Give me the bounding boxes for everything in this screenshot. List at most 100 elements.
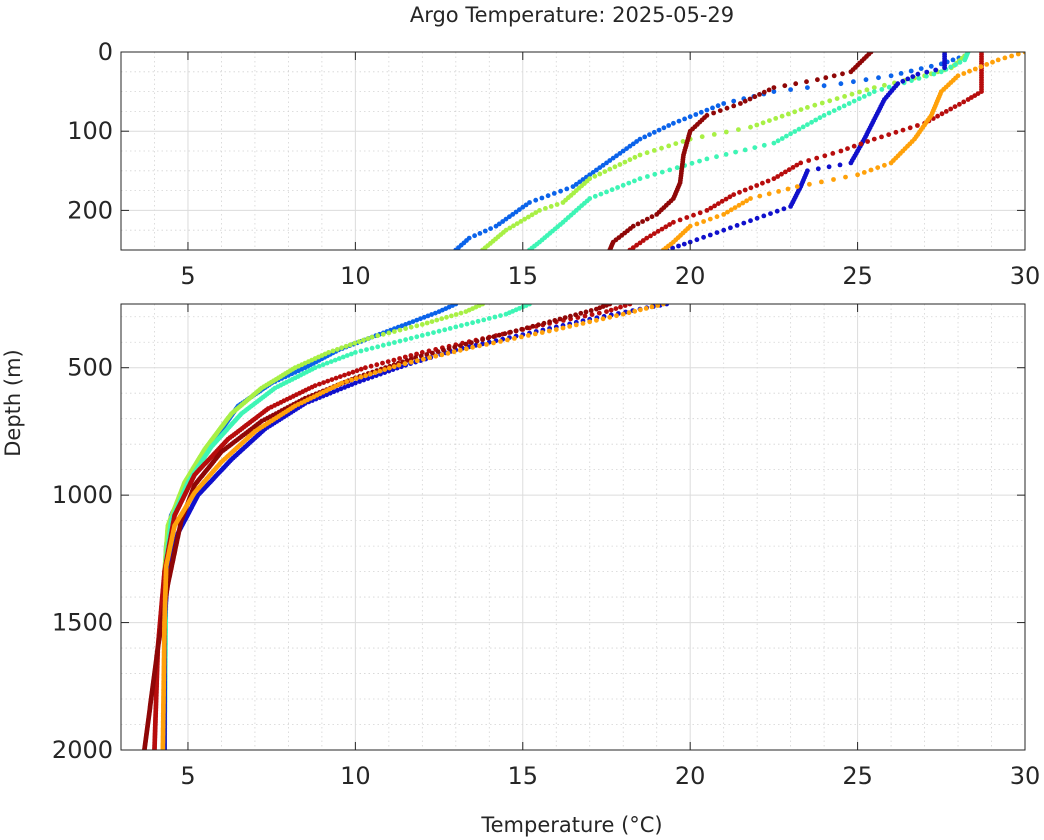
- data-point: [449, 313, 454, 319]
- data-point: [727, 194, 733, 200]
- data-point: [349, 351, 354, 357]
- data-point: [620, 148, 626, 154]
- data-point: [391, 357, 397, 363]
- data-point: [644, 216, 650, 222]
- data-point: [768, 211, 773, 217]
- y-tick-label: 2000: [52, 736, 113, 764]
- data-point: [761, 89, 767, 95]
- data-point: [426, 348, 432, 354]
- data-point: [841, 103, 847, 109]
- data-point: [757, 193, 763, 199]
- data-point: [837, 162, 843, 168]
- data-point: [1015, 52, 1021, 57]
- data-point: [798, 107, 804, 112]
- data-point: [819, 100, 825, 106]
- data-point: [333, 375, 339, 381]
- data-point: [687, 114, 693, 120]
- data-point: [414, 334, 420, 340]
- data-point: [752, 94, 758, 100]
- data-point: [737, 189, 742, 195]
- data-point: [793, 81, 799, 87]
- data-point: [830, 151, 836, 156]
- data-point: [597, 165, 603, 171]
- data-point: [666, 143, 672, 149]
- data-point: [822, 153, 828, 159]
- data-point: [604, 309, 609, 314]
- data-point: [463, 309, 469, 314]
- data-point: [607, 158, 613, 163]
- data-point: [502, 331, 508, 337]
- data-point: [503, 311, 509, 317]
- data-point: [871, 136, 877, 142]
- data-point: [871, 89, 877, 94]
- data-point: [630, 141, 636, 147]
- data-point: [861, 170, 867, 175]
- data-point: [358, 374, 364, 380]
- data-point: [875, 165, 881, 171]
- data-point: [558, 188, 563, 194]
- data-point: [915, 123, 920, 128]
- data-point: [594, 167, 599, 173]
- data-point: [485, 335, 491, 341]
- data-point: [397, 356, 402, 361]
- data-point: [898, 71, 904, 76]
- data-point: [674, 165, 680, 171]
- data-point: [848, 160, 854, 166]
- data-point: [512, 336, 517, 341]
- data-point: [475, 318, 481, 324]
- data-point: [655, 304, 661, 308]
- data-point: [604, 160, 609, 166]
- data-point: [457, 343, 463, 348]
- data-point: [626, 180, 632, 186]
- data-point: [790, 165, 796, 170]
- data-point: [863, 77, 869, 83]
- data-point: [962, 57, 968, 63]
- data-point: [637, 136, 643, 142]
- data-point: [637, 152, 643, 158]
- data-point: [670, 245, 675, 250]
- data-point: [893, 129, 899, 135]
- data-point: [560, 325, 566, 331]
- data-point: [659, 169, 665, 175]
- data-point: [794, 162, 800, 168]
- data-point: [482, 228, 488, 234]
- data-point: [474, 338, 480, 344]
- data-point: [546, 328, 552, 334]
- data-point: [783, 169, 788, 175]
- data-point: [526, 214, 531, 220]
- data-point: [888, 73, 894, 79]
- data-point: [325, 378, 331, 384]
- data-point: [477, 231, 483, 236]
- data-point: [349, 377, 354, 383]
- data-point: [717, 108, 723, 113]
- plot-area: [121, 52, 1025, 250]
- data-point: [933, 67, 939, 73]
- data-point: [908, 68, 914, 74]
- data-layer: [142, 304, 670, 750]
- data-point: [396, 362, 402, 368]
- data-point: [647, 132, 652, 138]
- data-point: [736, 127, 741, 132]
- data-point: [562, 315, 568, 320]
- data-point: [734, 223, 740, 228]
- data-point: [418, 316, 423, 322]
- data-point: [445, 350, 451, 356]
- data-point: [684, 215, 690, 220]
- data-point: [380, 360, 385, 366]
- data-point: [805, 122, 810, 127]
- data-point: [792, 129, 798, 134]
- data-point: [386, 330, 392, 336]
- data-point: [406, 320, 412, 326]
- data-point: [354, 368, 360, 374]
- data-point: [693, 112, 699, 117]
- data-point: [916, 76, 922, 81]
- data-point: [335, 387, 340, 393]
- data-point: [724, 105, 730, 111]
- data-point: [800, 124, 806, 130]
- data-point: [375, 344, 381, 350]
- data-point: [788, 87, 793, 92]
- data-point: [924, 73, 929, 79]
- chart-title: Argo Temperature: 2025-05-29: [410, 3, 734, 27]
- data-point: [638, 307, 643, 313]
- data-point: [771, 85, 777, 90]
